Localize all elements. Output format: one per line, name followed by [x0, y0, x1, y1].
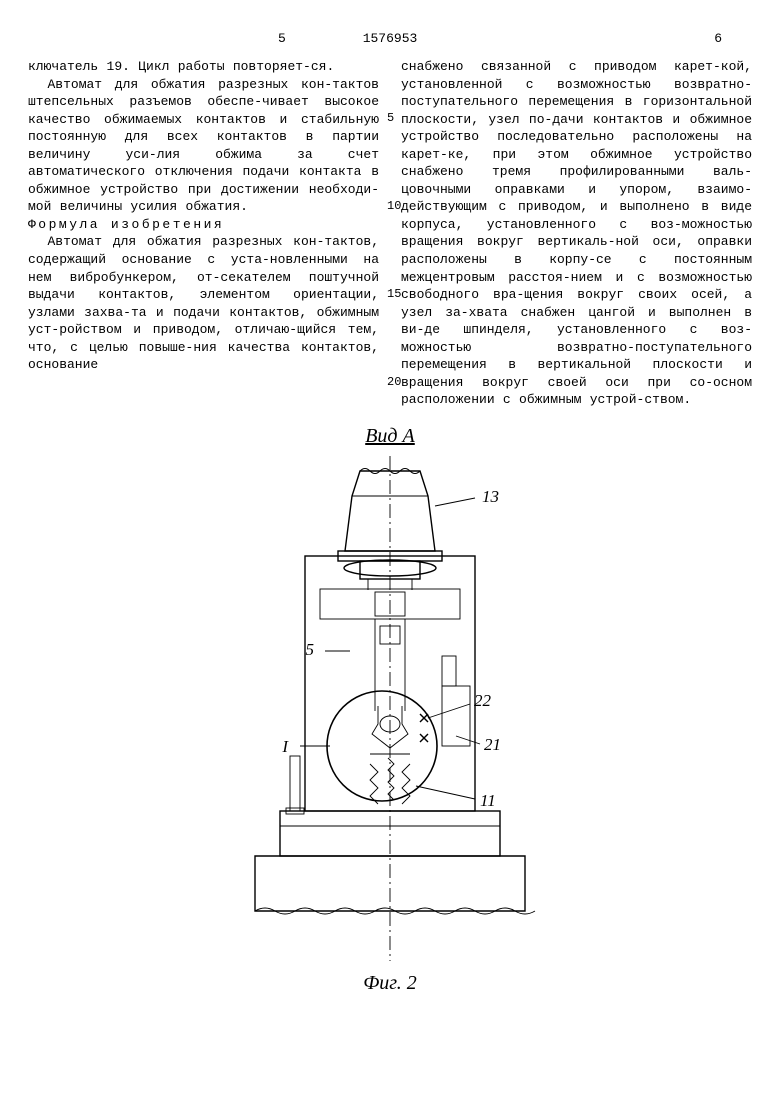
right-column: 5 10 15 20 снабжено связанной с приводом… — [401, 58, 752, 409]
figure-2-diagram: 13 5 22 21 11 I — [220, 456, 560, 966]
line-marker-20: 20 — [387, 374, 401, 390]
page-number-left: 5 — [278, 30, 286, 48]
left-column: ключатель 19. Цикл работы повторяет-ся. … — [28, 58, 379, 409]
formula-heading: Формула изобретения — [28, 216, 379, 234]
left-p1: ключатель 19. Цикл работы повторяет-ся. — [28, 58, 379, 76]
view-label: Вид А — [365, 423, 415, 450]
callout-11: 11 — [480, 791, 496, 810]
callout-13: 13 — [482, 487, 499, 506]
callout-22: 22 — [474, 691, 492, 710]
page-number-right: 6 — [714, 30, 722, 48]
callout-21: 21 — [484, 735, 501, 754]
line-marker-15: 15 — [387, 286, 401, 302]
right-p1: снабжено связанной с приводом карет-кой,… — [401, 58, 752, 409]
patent-number: 1576953 — [363, 30, 418, 48]
callout-5: 5 — [306, 640, 315, 659]
left-p3: Автомат для обжатия разрезных кон-тактов… — [28, 233, 379, 373]
line-marker-10: 10 — [387, 198, 401, 214]
figure-caption: Фиг. 2 — [28, 970, 752, 997]
left-p2: Автомат для обжатия разрезных кон-тактов… — [28, 76, 379, 216]
page-header: 5 1576953 6 — [28, 30, 752, 54]
figure-area: Вид А — [28, 423, 752, 997]
callout-I: I — [281, 737, 289, 756]
line-marker-5: 5 — [387, 110, 394, 126]
text-columns: ключатель 19. Цикл работы повторяет-ся. … — [28, 58, 752, 409]
